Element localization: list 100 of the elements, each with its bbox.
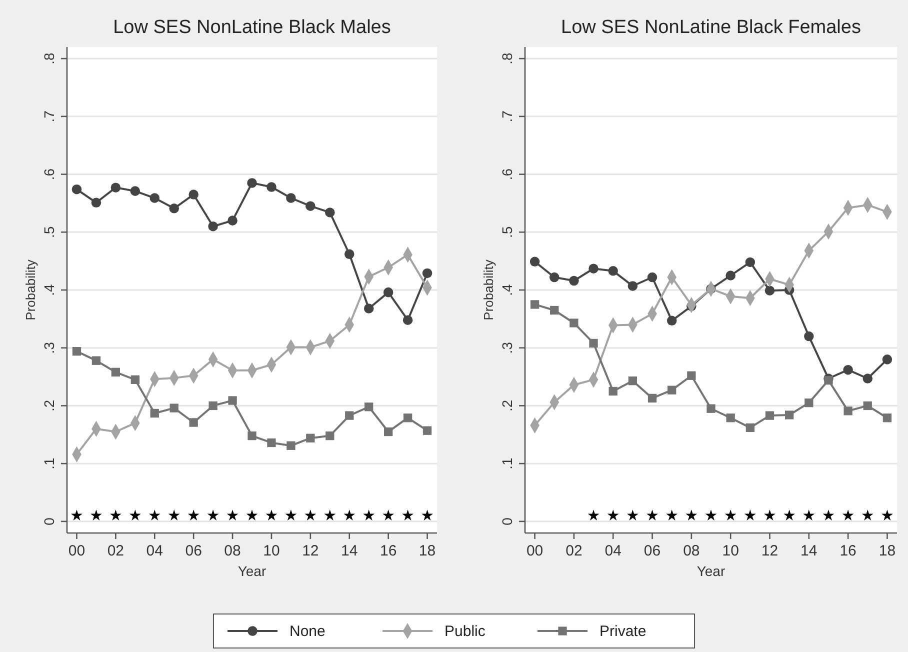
y-tick-label: .7 (41, 110, 57, 122)
point (882, 510, 893, 520)
point (110, 510, 122, 520)
x-tick-label: 16 (380, 542, 397, 560)
point (608, 386, 618, 396)
point (784, 510, 795, 520)
point (627, 510, 638, 520)
y-tick-label: .5 (41, 226, 57, 238)
x-tick-label: 00 (68, 542, 86, 560)
x-tick-label: 12 (302, 542, 319, 560)
point (306, 434, 315, 442)
point (745, 257, 756, 268)
point (150, 193, 160, 203)
chart-title: Low SES NonLatine Black Males (113, 17, 391, 38)
x-tick-label: 10 (722, 542, 739, 560)
point (862, 374, 873, 384)
legend-label: None (290, 623, 326, 640)
point (403, 414, 412, 422)
x-tick-label: 06 (644, 542, 661, 560)
point (666, 510, 678, 520)
point (208, 401, 218, 410)
point (286, 193, 296, 203)
point (92, 356, 101, 365)
point (325, 208, 335, 218)
y-tick-label: .1 (41, 458, 57, 470)
point (726, 270, 736, 280)
point (247, 178, 257, 188)
y-tick-label: .7 (499, 110, 515, 122)
point (111, 368, 120, 376)
point (228, 396, 237, 405)
point (843, 364, 853, 375)
point (422, 426, 432, 435)
x-tick-label: 02 (107, 542, 124, 560)
point (130, 186, 140, 196)
point (588, 510, 600, 520)
point (129, 510, 141, 520)
point (188, 510, 200, 520)
point (91, 198, 102, 208)
y-tick-label: .4 (499, 284, 515, 296)
point (686, 510, 698, 520)
point (628, 376, 638, 386)
point (90, 510, 102, 520)
x-tick-label: 18 (878, 542, 896, 560)
point (208, 221, 218, 232)
point (189, 418, 198, 427)
y-axis-title: Probability (23, 259, 38, 320)
point (344, 249, 354, 260)
point (130, 375, 140, 384)
x-tick-label: 10 (263, 542, 280, 560)
point (402, 315, 413, 325)
x-tick-label: 12 (761, 542, 778, 560)
point (248, 431, 256, 440)
y-tick-label: 0 (41, 517, 57, 526)
point (384, 427, 393, 436)
point (842, 510, 854, 520)
point (286, 441, 296, 450)
x-tick-label: 14 (341, 542, 358, 560)
point (549, 272, 560, 282)
x-tick-label: 08 (683, 542, 700, 560)
point (168, 510, 180, 520)
x-axis-title: Year (696, 563, 726, 579)
point (569, 276, 579, 286)
point (72, 184, 82, 194)
point (608, 266, 618, 276)
x-tick-label: 16 (840, 542, 856, 560)
point (607, 510, 619, 520)
point (170, 404, 178, 412)
point (207, 510, 219, 520)
point (822, 510, 834, 520)
point (402, 510, 414, 520)
y-tick-label: .6 (41, 168, 57, 180)
point (862, 510, 874, 520)
x-tick-label: 04 (146, 542, 163, 560)
point (765, 411, 774, 420)
x-tick-label: 04 (604, 542, 622, 560)
point (266, 182, 276, 192)
y-tick-label: .4 (41, 284, 57, 296)
y-tick-label: .8 (41, 52, 57, 64)
point (724, 510, 736, 520)
x-tick-label: 00 (526, 542, 544, 560)
x-axis-title: Year (238, 563, 266, 579)
point (246, 510, 258, 520)
point (764, 286, 775, 296)
x-tick-label: 02 (566, 542, 582, 560)
point (550, 306, 559, 315)
point (764, 510, 776, 520)
chart-title: Low SES NonLatine Black Females (561, 17, 861, 38)
y-tick-label: .5 (499, 226, 515, 238)
y-axis-title: Probability (481, 259, 496, 320)
point (646, 510, 658, 520)
point (422, 510, 433, 520)
point (844, 406, 852, 416)
point (666, 316, 677, 326)
point (882, 354, 892, 364)
point (687, 371, 696, 380)
y-tick-label: .2 (41, 400, 57, 412)
x-tick-label: 14 (800, 542, 818, 560)
y-tick-label: .1 (499, 458, 515, 470)
point (383, 287, 394, 298)
point (588, 264, 598, 274)
